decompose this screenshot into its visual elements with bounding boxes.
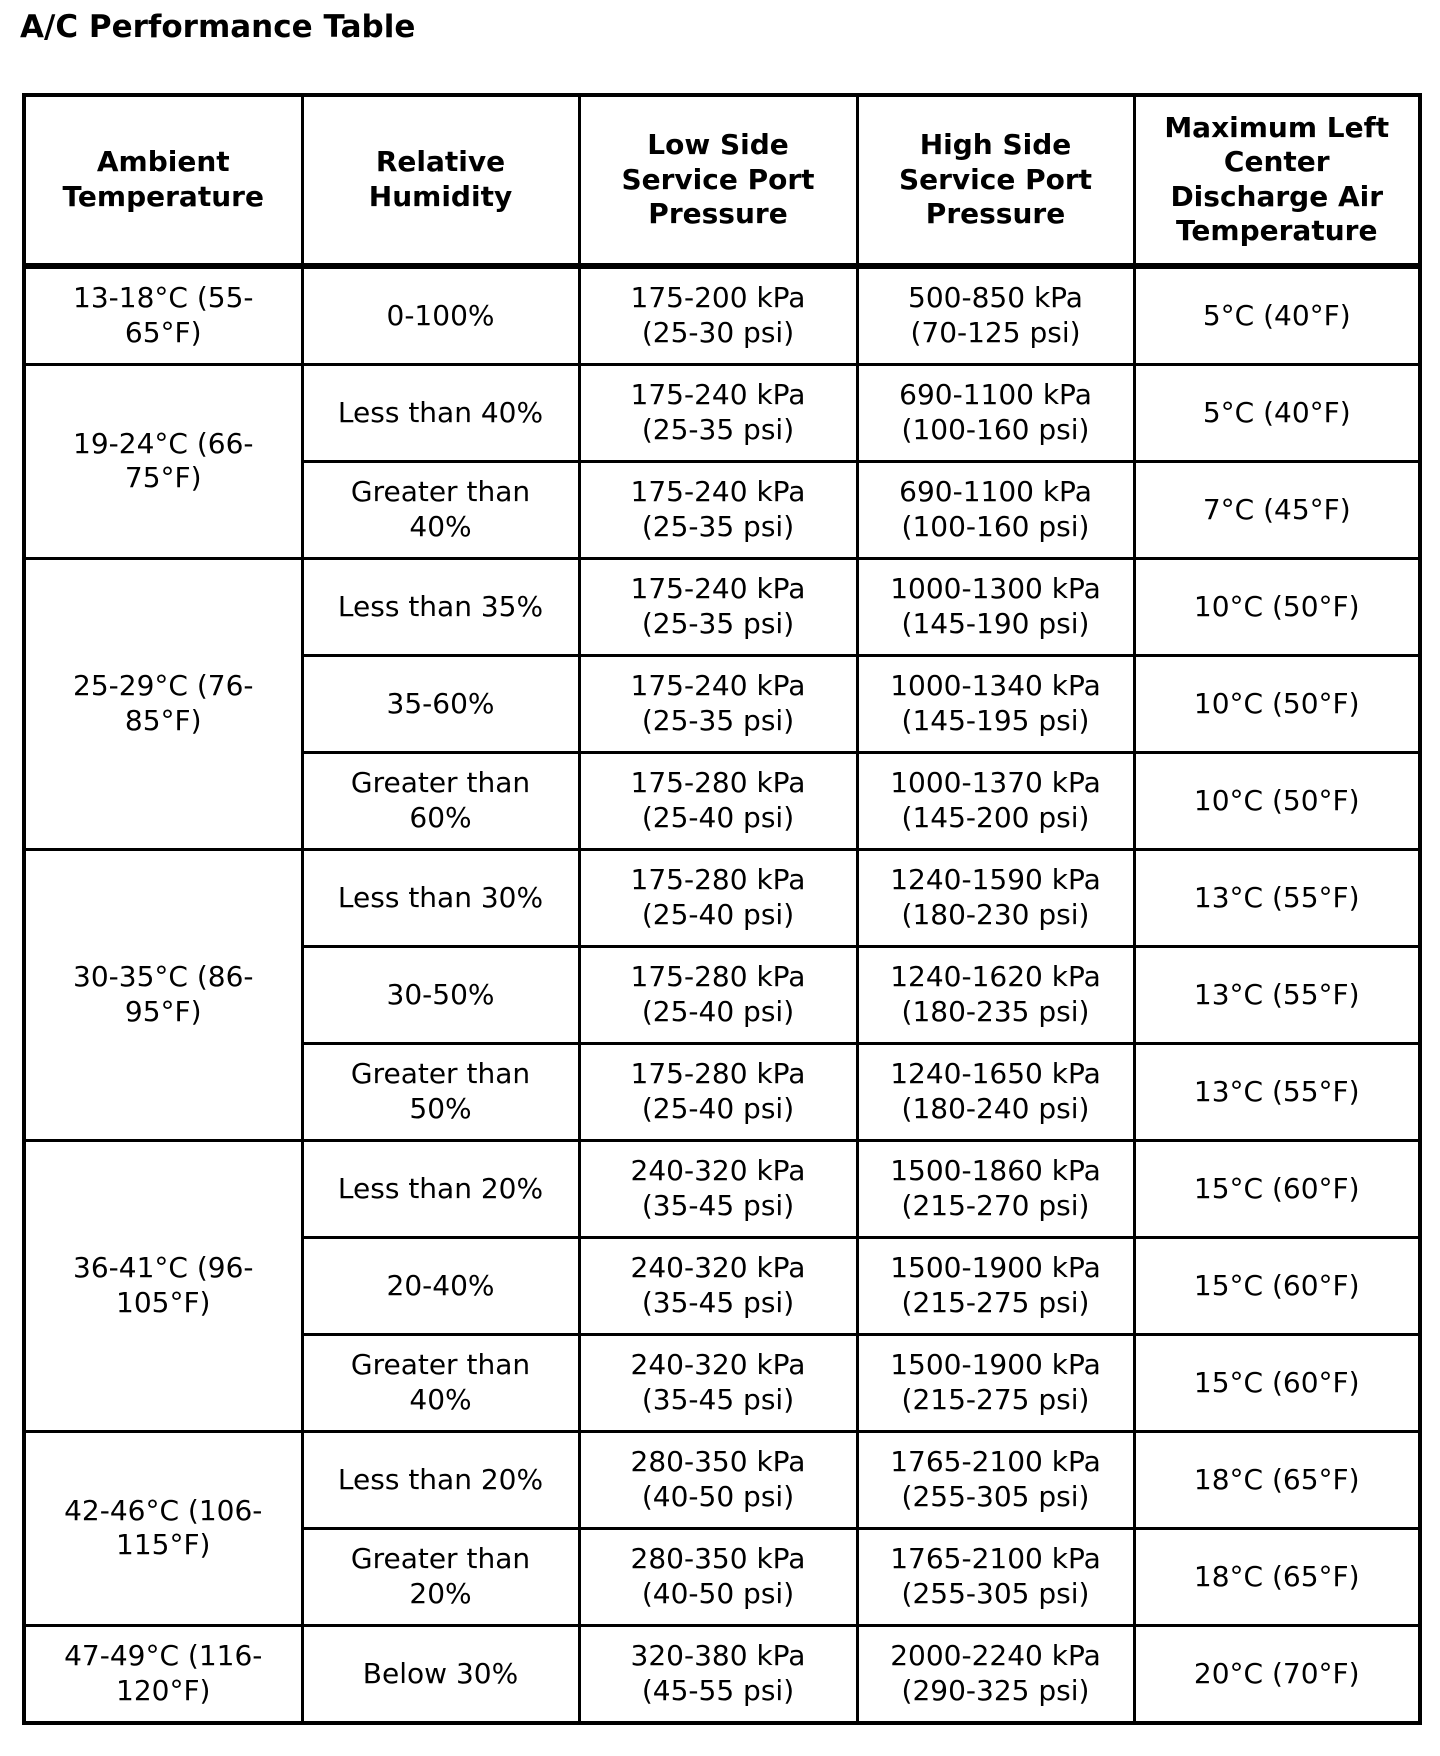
table-row: Greater than 40% 240-320 kPa (35-45 psi)… <box>24 1332 1422 1433</box>
high-pressure-cell: 1500-1860 kPa (215-270 psi) <box>855 1138 1136 1239</box>
table-row: 13-18°C (55- 65°F) 0-100% 175-200 kPa (2… <box>22 264 1422 366</box>
table-row: Greater than 50% 175-280 kPa (25-40 psi)… <box>24 1041 1422 1142</box>
humidity-cell: Greater than 60% <box>300 750 581 851</box>
humidity-cell: 35-60% <box>300 653 581 754</box>
high-pressure-cell: 1500-1900 kPa (215-275 psi) <box>855 1235 1136 1336</box>
table-row: 25-29°C (76- 85°F) Less than 35% 175-240… <box>22 556 1422 851</box>
low-pressure-cell: 175-280 kPa (25-40 psi) <box>577 750 859 851</box>
discharge-temp-cell: 15°C (60°F) <box>1132 1138 1422 1239</box>
low-pressure-cell: 175-240 kPa (25-35 psi) <box>577 556 859 657</box>
discharge-temp-cell: 13°C (55°F) <box>1132 847 1422 948</box>
table-header: Ambient Temperature Relative Humidity Lo… <box>22 93 1422 269</box>
humidity-cell: 30-50% <box>300 944 581 1045</box>
humidity-cell: Less than 40% <box>300 362 581 463</box>
ambient-cell: 47-49°C (116- 120°F) <box>22 1623 304 1725</box>
header-relative-humidity: Relative Humidity <box>300 93 581 269</box>
table-row: 47-49°C (116- 120°F) Below 30% 320-380 k… <box>22 1623 1422 1725</box>
discharge-temp-cell: 10°C (50°F) <box>1132 653 1422 754</box>
discharge-temp-cell: 13°C (55°F) <box>1132 944 1422 1045</box>
ambient-cell: 25-29°C (76- 85°F) <box>22 556 304 851</box>
discharge-temp-cell: 20°C (70°F) <box>1132 1623 1422 1725</box>
humidity-cell: 0-100% <box>300 264 581 366</box>
humidity-cell: Less than 30% <box>300 847 581 948</box>
high-pressure-cell: 690-1100 kPa (100-160 psi) <box>855 459 1136 560</box>
table-row: 20-40% 240-320 kPa (35-45 psi) 1500-1900… <box>24 1235 1422 1336</box>
humidity-cell: Below 30% <box>300 1623 581 1725</box>
table-row: 36-41°C (96- 105°F) Less than 20% 240-32… <box>22 1138 1422 1433</box>
discharge-temp-cell: 7°C (45°F) <box>1132 459 1422 560</box>
low-pressure-cell: 175-240 kPa (25-35 psi) <box>577 459 859 560</box>
discharge-temp-cell: 5°C (40°F) <box>1132 362 1422 463</box>
ambient-cell: 13-18°C (55- 65°F) <box>22 264 304 366</box>
table-row: 35-60% 175-240 kPa (25-35 psi) 1000-1340… <box>24 653 1422 754</box>
table-row: 42-46°C (106- 115°F) Less than 20% 280-3… <box>22 1429 1422 1627</box>
humidity-cell: Greater than 40% <box>300 459 581 560</box>
discharge-temp-cell: 13°C (55°F) <box>1132 1041 1422 1142</box>
high-pressure-cell: 1240-1590 kPa (180-230 psi) <box>855 847 1136 948</box>
high-pressure-cell: 1000-1300 kPa (145-190 psi) <box>855 556 1136 657</box>
low-pressure-cell: 175-240 kPa (25-35 psi) <box>577 362 859 463</box>
low-pressure-cell: 240-320 kPa (35-45 psi) <box>577 1235 859 1336</box>
low-pressure-cell: 280-350 kPa (40-50 psi) <box>577 1429 859 1530</box>
low-pressure-cell: 175-280 kPa (25-40 psi) <box>577 1041 859 1142</box>
table-body: 13-18°C (55- 65°F) 0-100% 175-200 kPa (2… <box>22 264 1422 1725</box>
high-pressure-cell: 1765-2100 kPa (255-305 psi) <box>855 1526 1136 1627</box>
humidity-cell: Greater than 20% <box>300 1526 581 1627</box>
ambient-cell: 19-24°C (66- 75°F) <box>22 362 304 560</box>
discharge-temp-cell: 5°C (40°F) <box>1132 264 1422 366</box>
low-pressure-cell: 175-200 kPa (25-30 psi) <box>577 264 859 366</box>
high-pressure-cell: 1240-1620 kPa (180-235 psi) <box>855 944 1136 1045</box>
high-pressure-cell: 1765-2100 kPa (255-305 psi) <box>855 1429 1136 1530</box>
high-pressure-cell: 1500-1900 kPa (215-275 psi) <box>855 1332 1136 1433</box>
humidity-cell: Less than 20% <box>300 1138 581 1239</box>
header-high-side-pressure: High Side Service Port Pressure <box>855 93 1136 269</box>
low-pressure-cell: 320-380 kPa (45-55 psi) <box>577 1623 859 1725</box>
high-pressure-cell: 500-850 kPa (70-125 psi) <box>855 264 1136 366</box>
ambient-cell: 42-46°C (106- 115°F) <box>22 1429 304 1627</box>
table-row: Greater than 20% 280-350 kPa (40-50 psi)… <box>24 1526 1422 1627</box>
table-row: 30-50% 175-280 kPa (25-40 psi) 1240-1620… <box>24 944 1422 1045</box>
high-pressure-cell: 1000-1340 kPa (145-195 psi) <box>855 653 1136 754</box>
header-max-discharge-temperature: Maximum Left Center Discharge Air Temper… <box>1132 93 1422 269</box>
ambient-cell: 30-35°C (86- 95°F) <box>22 847 304 1142</box>
humidity-cell: Less than 20% <box>300 1429 581 1530</box>
high-pressure-cell: 1240-1650 kPa (180-240 psi) <box>855 1041 1136 1142</box>
discharge-temp-cell: 18°C (65°F) <box>1132 1429 1422 1530</box>
low-pressure-cell: 175-280 kPa (25-40 psi) <box>577 847 859 948</box>
ac-performance-table: Ambient Temperature Relative Humidity Lo… <box>22 92 1422 1725</box>
high-pressure-cell: 690-1100 kPa (100-160 psi) <box>855 362 1136 463</box>
discharge-temp-cell: 18°C (65°F) <box>1132 1526 1422 1627</box>
header-ambient-temperature: Ambient Temperature <box>22 93 304 269</box>
humidity-cell: Greater than 50% <box>300 1041 581 1142</box>
humidity-cell: Less than 35% <box>300 556 581 657</box>
page-title: A/C Performance Table <box>20 9 416 45</box>
discharge-temp-cell: 15°C (60°F) <box>1132 1332 1422 1433</box>
low-pressure-cell: 175-280 kPa (25-40 psi) <box>577 944 859 1045</box>
table-row: Greater than 40% 175-240 kPa (25-35 psi)… <box>24 459 1422 560</box>
header-low-side-pressure: Low Side Service Port Pressure <box>577 93 859 269</box>
ambient-cell: 36-41°C (96- 105°F) <box>22 1138 304 1433</box>
high-pressure-cell: 1000-1370 kPa (145-200 psi) <box>855 750 1136 851</box>
table-row: 30-35°C (86- 95°F) Less than 30% 175-280… <box>22 847 1422 1142</box>
discharge-temp-cell: 15°C (60°F) <box>1132 1235 1422 1336</box>
table-row: 19-24°C (66- 75°F) Less than 40% 175-240… <box>22 362 1422 560</box>
table-row: Greater than 60% 175-280 kPa (25-40 psi)… <box>24 750 1422 851</box>
low-pressure-cell: 175-240 kPa (25-35 psi) <box>577 653 859 754</box>
header-row: Ambient Temperature Relative Humidity Lo… <box>22 93 1422 269</box>
humidity-cell: Greater than 40% <box>300 1332 581 1433</box>
humidity-cell: 20-40% <box>300 1235 581 1336</box>
discharge-temp-cell: 10°C (50°F) <box>1132 556 1422 657</box>
low-pressure-cell: 240-320 kPa (35-45 psi) <box>577 1332 859 1433</box>
low-pressure-cell: 240-320 kPa (35-45 psi) <box>577 1138 859 1239</box>
low-pressure-cell: 280-350 kPa (40-50 psi) <box>577 1526 859 1627</box>
discharge-temp-cell: 10°C (50°F) <box>1132 750 1422 851</box>
high-pressure-cell: 2000-2240 kPa (290-325 psi) <box>855 1623 1136 1725</box>
